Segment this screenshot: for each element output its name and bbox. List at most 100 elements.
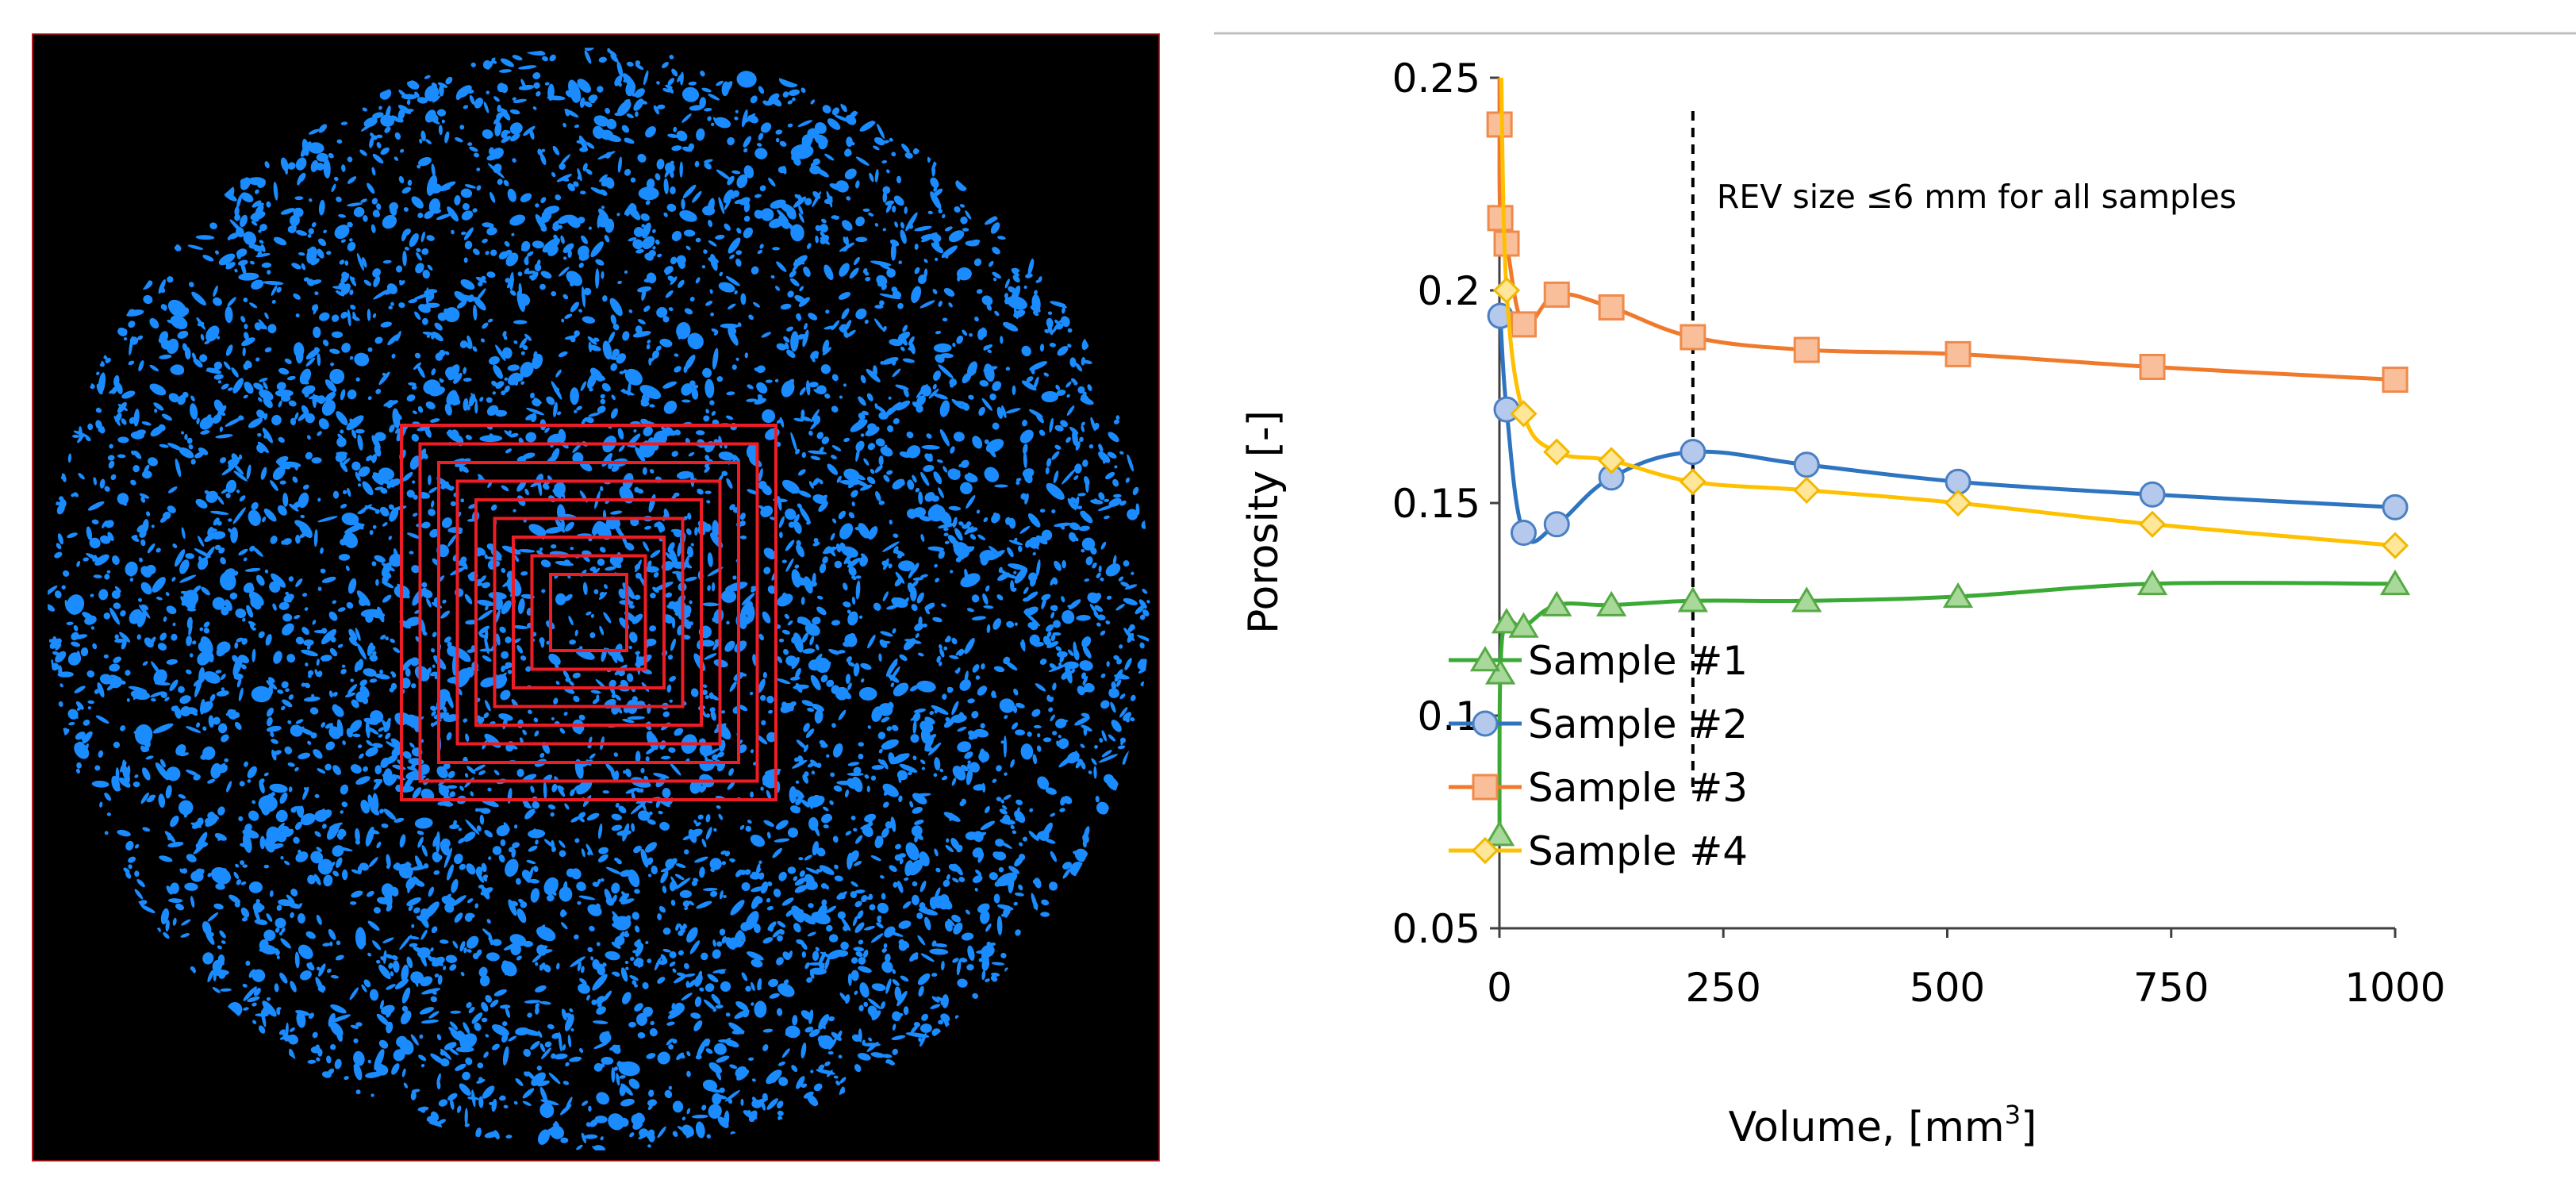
pore-blob <box>797 490 812 497</box>
pore-blob <box>891 152 896 157</box>
pore-blob <box>846 136 853 148</box>
pore-blob <box>624 960 629 965</box>
pore-blob <box>555 593 566 605</box>
pore-blob <box>642 236 655 250</box>
pore-blob <box>585 168 593 175</box>
pore-blob <box>1096 622 1101 627</box>
pore-blob <box>245 960 251 966</box>
pore-blob <box>587 336 597 345</box>
pore-blob <box>56 543 62 550</box>
pore-blob <box>489 191 496 203</box>
pore-blob <box>213 517 220 526</box>
pore-blob <box>351 890 363 898</box>
pore-blob <box>696 901 712 909</box>
pore-blob <box>403 1082 409 1089</box>
pore-blob <box>463 367 467 374</box>
pore-blob <box>972 875 983 884</box>
pore-blob <box>704 695 709 700</box>
pore-blob <box>397 109 405 120</box>
pore-blob <box>512 158 516 163</box>
pore-blob <box>785 1025 800 1039</box>
pore-blob <box>804 854 812 861</box>
pore-blob <box>400 148 405 153</box>
pore-blob <box>839 326 847 334</box>
pore-blob <box>892 368 901 378</box>
pore-blob <box>1142 588 1148 594</box>
pore-blob <box>219 930 226 939</box>
pore-blob <box>238 816 244 822</box>
pore-blob <box>400 1010 412 1025</box>
pore-blob <box>716 805 721 809</box>
pore-blob <box>1032 754 1038 765</box>
pore-blob <box>687 332 704 350</box>
pore-blob <box>761 332 771 338</box>
pore-blob <box>808 962 826 966</box>
pore-blob <box>330 1004 347 1014</box>
pore-blob <box>483 102 489 113</box>
pore-blob <box>855 951 863 958</box>
pore-blob <box>662 885 667 893</box>
pore-blob <box>932 616 942 623</box>
pore-blob <box>572 672 581 679</box>
pore-blob <box>94 689 100 694</box>
pore-blob <box>656 307 668 318</box>
pore-blob <box>251 1002 257 1007</box>
pore-blob <box>463 257 468 263</box>
pore-blob <box>859 982 870 998</box>
pore-blob <box>501 567 506 574</box>
pore-blob <box>778 1077 789 1086</box>
pore-blob <box>578 714 585 721</box>
pore-blob <box>887 674 900 683</box>
pore-blob <box>897 302 904 309</box>
pore-blob <box>270 732 274 738</box>
pore-blob <box>139 493 150 499</box>
pore-blob <box>125 871 132 879</box>
pore-blob <box>634 563 641 570</box>
pore-blob <box>766 905 774 911</box>
pore-blob <box>265 634 272 646</box>
pore-blob <box>966 608 974 613</box>
pore-blob <box>167 276 174 283</box>
pore-blob <box>453 372 463 384</box>
pore-blob <box>282 699 293 708</box>
pore-blob <box>934 563 938 568</box>
pore-blob <box>91 780 109 788</box>
pore-blob <box>1089 604 1097 613</box>
pore-blob <box>491 380 497 386</box>
pore-blob <box>236 637 244 643</box>
pore-blob <box>873 136 885 146</box>
pore-blob <box>567 182 575 192</box>
pore-blob <box>1039 344 1045 352</box>
pore-blob <box>447 1093 458 1101</box>
pore-blob <box>951 914 962 923</box>
pore-blob <box>97 682 105 698</box>
pore-blob <box>1069 522 1081 531</box>
pore-blob <box>1008 540 1023 546</box>
pore-blob <box>649 404 655 408</box>
pore-blob <box>747 384 754 390</box>
pore-blob <box>332 600 337 605</box>
pore-blob <box>317 966 321 971</box>
pore-blob <box>107 455 115 461</box>
pore-blob <box>305 348 321 360</box>
pore-blob <box>1142 609 1150 616</box>
pore-blob <box>114 586 121 593</box>
pore-blob <box>787 828 799 838</box>
pore-blob <box>746 398 758 402</box>
pore-blob <box>807 931 816 937</box>
pore-blob <box>581 417 587 425</box>
pore-blob <box>340 810 344 814</box>
pore-blob <box>1005 408 1021 414</box>
pore-blob <box>1119 707 1128 718</box>
pore-blob <box>397 104 412 114</box>
pore-blob <box>148 794 156 800</box>
pore-blob <box>649 469 655 474</box>
pore-blob <box>472 346 478 352</box>
pore-blob <box>892 478 905 490</box>
pore-blob <box>584 1134 598 1139</box>
pore-blob <box>349 987 359 1000</box>
pore-blob <box>355 428 365 434</box>
pore-blob <box>726 478 733 490</box>
pore-blob <box>657 104 666 109</box>
pore-blob <box>862 208 870 213</box>
